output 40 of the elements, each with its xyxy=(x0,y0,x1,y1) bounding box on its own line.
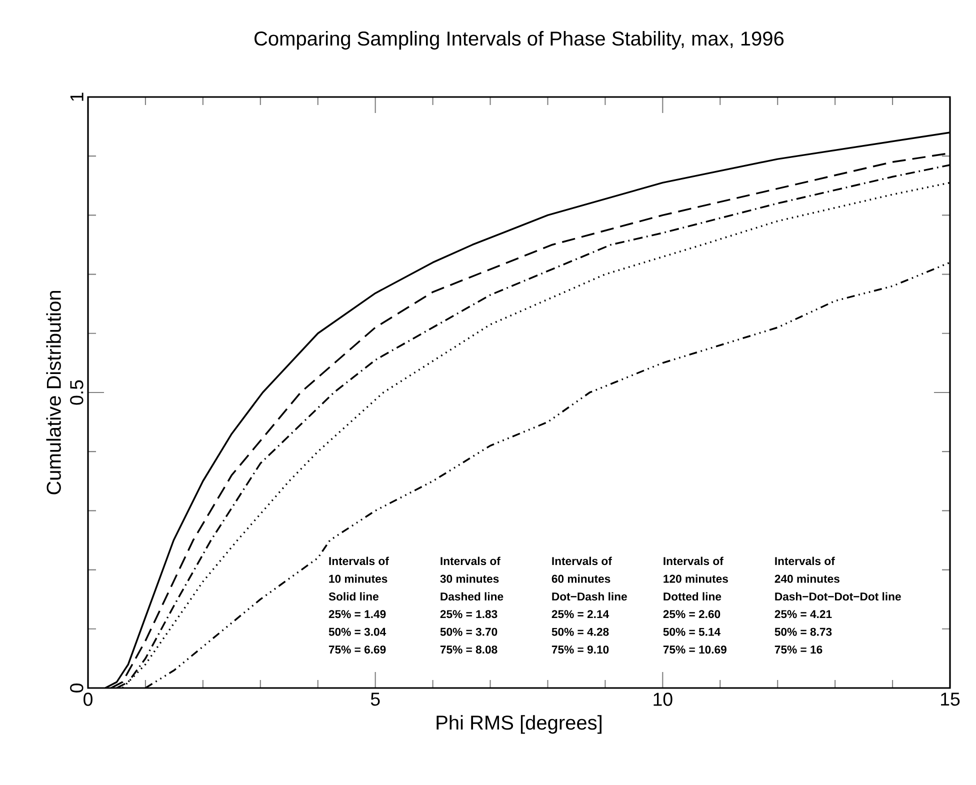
annotation: Intervals of xyxy=(329,556,389,566)
annotation: Intervals of xyxy=(440,556,500,566)
annotation: 75% = 8.08 xyxy=(440,646,498,654)
x-tick-label: 10 xyxy=(654,692,672,706)
annotation: Dashed line xyxy=(440,592,504,601)
annotation: Dash−Dot−Dot−Dot line xyxy=(775,592,901,601)
annotation: 25% = 1.83 xyxy=(440,610,498,618)
annotation: 50% = 8.73 xyxy=(774,628,832,636)
y-tick-label: 1 xyxy=(70,92,84,101)
annotation: 10 minutes xyxy=(329,574,388,583)
annotation: 75% = 9.10 xyxy=(552,646,609,654)
x-axis-title: Phi RMS [degrees] xyxy=(436,715,602,734)
annotation: 75% = 6.69 xyxy=(328,646,386,654)
annotation: 50% = 3.70 xyxy=(440,628,498,636)
y-axis-title: Cumulative Distribution xyxy=(46,291,61,494)
annotation: 50% = 5.14 xyxy=(663,628,721,636)
annotation: Intervals of xyxy=(664,556,724,566)
annotation: 25% = 4.21 xyxy=(774,610,832,618)
annotation: 60 minutes xyxy=(552,574,610,583)
annotation: 120 minutes xyxy=(664,574,728,583)
annotation: 50% = 3.04 xyxy=(328,628,386,636)
annotation: 25% = 2.60 xyxy=(663,610,720,618)
annotation: Intervals of xyxy=(552,556,612,566)
annotation: 25% = 1.49 xyxy=(328,610,386,618)
annotation: Dot−Dash line xyxy=(552,592,627,601)
annotation: Solid line xyxy=(328,592,378,601)
annotation: Intervals of xyxy=(775,556,835,566)
y-tick-label: 0.5 xyxy=(70,380,84,405)
annotation: 75% = 16 xyxy=(774,646,822,654)
annotation: Dotted line xyxy=(664,592,722,601)
y-tick-label: 0 xyxy=(70,684,84,692)
annotation: 240 minutes xyxy=(774,574,840,583)
annotation: 30 minutes xyxy=(440,574,499,583)
annotation: 50% = 4.28 xyxy=(552,628,609,636)
x-tick-label: 5 xyxy=(370,692,380,706)
x-tick-label: 15 xyxy=(941,692,960,706)
chart-title: Comparing Sampling Intervals of Phase Stability, max, 1996 xyxy=(254,30,784,50)
annotation: 75% = 10.69 xyxy=(663,646,726,654)
annotation: 25% = 2.14 xyxy=(552,610,610,618)
x-tick-label: 0 xyxy=(84,692,92,706)
